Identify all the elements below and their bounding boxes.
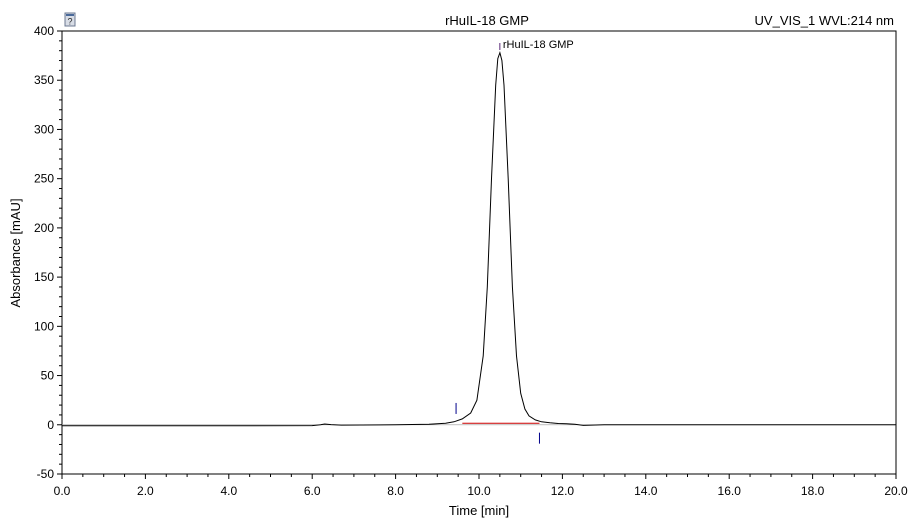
- channel-label: UV_VIS_1 WVL:214 nm: [755, 13, 894, 28]
- x-tick-label: 0.0: [54, 484, 71, 498]
- y-tick-label: 150: [34, 270, 54, 284]
- x-tick-label: 6.0: [304, 484, 321, 498]
- y-tick-label: 350: [34, 73, 54, 87]
- x-tick-label: 18.0: [801, 484, 825, 498]
- y-axis-label: Absorbance [mAU]: [8, 198, 23, 307]
- plot-frame: [61, 30, 897, 475]
- x-axis-label: Time [min]: [449, 503, 509, 518]
- y-axis: -50 0 50 100 150 200 250 300 350 400: [34, 24, 62, 481]
- y-tick-label: 300: [34, 122, 54, 136]
- x-tick-label: 14.0: [634, 484, 658, 498]
- y-tick-label: 50: [41, 369, 55, 383]
- x-axis: 0.0 2.0 4.0 6.0 8.0 10.0 12.0 14.0 16.0 18.0 20.0: [54, 474, 908, 498]
- y-tick-label: 400: [34, 24, 54, 38]
- x-tick-label: 10.0: [467, 484, 491, 498]
- x-tick-label: 12.0: [551, 484, 575, 498]
- report-icon[interactable]: ?: [64, 12, 76, 27]
- x-tick-label: 16.0: [718, 484, 742, 498]
- y-tick-label: 0: [47, 418, 54, 432]
- y-tick-label: -50: [37, 467, 55, 481]
- x-tick-label: 2.0: [137, 484, 154, 498]
- x-tick-label: 20.0: [884, 484, 908, 498]
- peak-label: rHuIL-18 GMP: [503, 39, 574, 51]
- svg-text:?: ?: [68, 17, 73, 27]
- chromatogram-trace: [62, 50, 896, 427]
- y-tick-label: 100: [34, 319, 54, 333]
- x-tick-label: 4.0: [220, 484, 237, 498]
- y-tick-label: 200: [34, 221, 54, 235]
- chart-title: rHuIL-18 GMP: [445, 13, 529, 28]
- x-tick-label: 8.0: [387, 484, 404, 498]
- y-tick-label: 250: [34, 172, 54, 186]
